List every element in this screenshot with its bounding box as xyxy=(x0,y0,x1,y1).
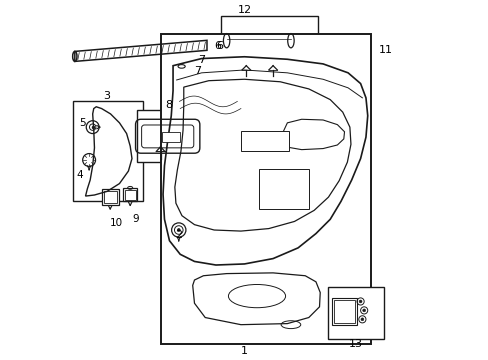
Bar xyxy=(102,189,119,205)
Text: 6: 6 xyxy=(216,41,223,51)
Bar xyxy=(333,300,354,323)
Bar xyxy=(123,188,137,202)
Bar xyxy=(241,131,288,152)
Text: 12: 12 xyxy=(237,5,251,15)
Bar xyxy=(124,190,135,200)
Bar xyxy=(346,50,359,57)
Bar xyxy=(175,66,188,75)
Bar xyxy=(73,102,142,202)
Bar xyxy=(328,287,383,339)
Bar xyxy=(221,16,317,84)
Text: 3: 3 xyxy=(103,91,110,101)
Bar xyxy=(226,33,290,48)
Circle shape xyxy=(362,309,365,312)
Text: 10: 10 xyxy=(109,218,122,228)
Bar xyxy=(224,52,234,59)
Bar xyxy=(346,41,360,49)
Bar xyxy=(162,132,180,143)
Text: 4: 4 xyxy=(77,170,83,180)
Text: 5: 5 xyxy=(79,118,86,128)
Bar xyxy=(331,298,356,325)
Text: 2: 2 xyxy=(175,230,182,240)
Text: 8: 8 xyxy=(165,100,172,110)
Text: 1: 1 xyxy=(241,346,247,356)
Text: 7: 7 xyxy=(198,55,205,65)
Text: 13: 13 xyxy=(348,339,362,348)
Bar xyxy=(103,191,116,203)
Text: 9: 9 xyxy=(132,214,139,224)
Text: 7: 7 xyxy=(194,66,201,76)
Bar xyxy=(137,111,200,162)
Circle shape xyxy=(177,229,180,231)
Bar xyxy=(347,43,358,47)
Bar xyxy=(177,68,184,73)
Bar xyxy=(348,51,357,55)
Circle shape xyxy=(360,318,363,321)
Text: 11: 11 xyxy=(378,45,392,55)
Circle shape xyxy=(358,300,361,303)
Bar xyxy=(160,33,370,344)
Text: 6: 6 xyxy=(214,41,221,51)
